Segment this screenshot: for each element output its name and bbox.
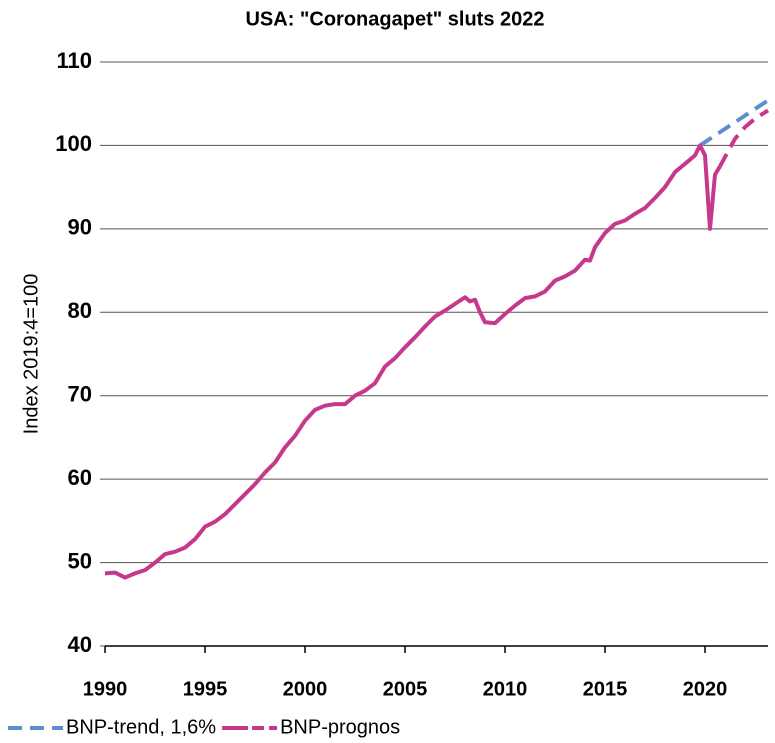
y-tick-label: 100 bbox=[55, 131, 92, 156]
y-tick-label: 110 bbox=[57, 48, 93, 73]
y-tick-label: 90 bbox=[68, 215, 92, 240]
x-tick-label: 1995 bbox=[183, 678, 228, 700]
legend-label: BNP-prognos bbox=[280, 716, 400, 738]
y-tick-label: 80 bbox=[68, 298, 92, 323]
x-tick-label: 2015 bbox=[583, 678, 628, 700]
y-tick-label: 40 bbox=[68, 632, 92, 657]
y-tick-label: 50 bbox=[68, 548, 92, 573]
line-series bbox=[104, 143, 722, 580]
y-tick-label: 70 bbox=[68, 382, 92, 407]
x-tick-label: 2010 bbox=[483, 678, 528, 700]
x-tick-label: 1990 bbox=[83, 678, 128, 700]
y-tick-label: 60 bbox=[68, 465, 92, 490]
x-tick-label: 2005 bbox=[383, 678, 428, 700]
x-tick-label: 2000 bbox=[283, 678, 328, 700]
y-axis-label: Index 2019:4=100 bbox=[20, 274, 42, 435]
chart-title: USA: "Coronagapet" sluts 2022 bbox=[245, 8, 544, 30]
legend-label: BNP-trend, 1,6% bbox=[66, 716, 216, 738]
line-series bbox=[718, 108, 770, 168]
x-tick-label: 2020 bbox=[683, 678, 728, 700]
line-series bbox=[698, 98, 770, 148]
